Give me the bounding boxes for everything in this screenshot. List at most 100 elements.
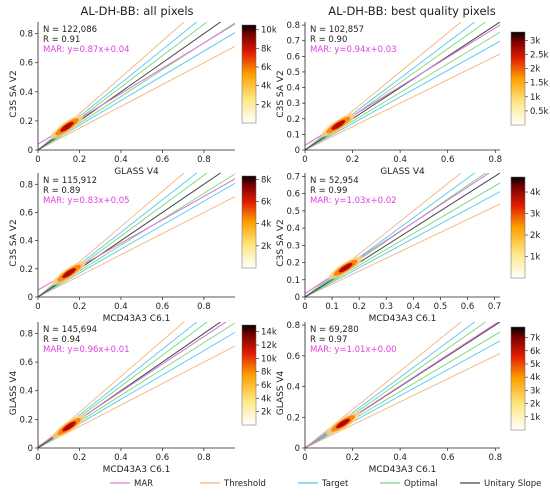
x-tick-label: 0.4: [407, 302, 421, 312]
y-tick-label: 0.2: [286, 413, 300, 423]
colorbar: [510, 31, 526, 126]
colorbar-tick-label: 8k: [261, 44, 271, 54]
density-cloud-core: [331, 120, 346, 130]
y-axis-label: C3S SA V2: [9, 70, 19, 117]
y-tick-label: 0.3: [286, 241, 300, 251]
colorbar-tick-label: 2k: [261, 408, 271, 418]
colorbar: [510, 176, 526, 279]
stat-mar: MAR: y=0.83x+0.05: [43, 196, 130, 206]
colorbar-tick-label: 4k: [530, 373, 540, 383]
panel-row1-left: 0 0.2 0.4 0.6 0.8 0 0.2 0.4 0.6 0.8 GLASS V4 C3S SA…: [9, 22, 277, 177]
y-tick-label: 0.8: [19, 180, 33, 190]
x-tick-label: 0.2: [352, 302, 366, 312]
threshold-upper-line: [305, 322, 462, 448]
colorbar-tick-label: 3k: [530, 386, 540, 396]
panel-row1-right: 0 0.2 0.4 0.6 0.8 0 0.1 0.2 0.3 0.4 0.5 0.6 0.7 0.8 GL…: [276, 21, 549, 177]
y-tick-label: 0.4: [19, 387, 33, 397]
y-tick-label: 0.4: [286, 84, 300, 94]
colorbar: [510, 326, 526, 431]
x-tick-label: 0.8: [197, 453, 211, 463]
colorbar-tick-label: 12k: [261, 341, 277, 351]
y-tick-label: 0.6: [19, 59, 33, 69]
panel-row2-right: 0 0.1 0.2 0.3 0.4 0.5 0.6 0.7 0 0.1 0.2 0.3 0.4 0.5 0.…: [276, 172, 540, 324]
y-tick-label: 0.2: [286, 259, 300, 269]
x-tick-label: 0.6: [441, 453, 455, 463]
threshold-lower-line: [38, 45, 235, 150]
colorbar-tick-label: 4k: [261, 82, 271, 92]
density-cloud-core: [336, 418, 350, 429]
stat-n: N = 102,857: [310, 25, 364, 35]
x-tick-label: 0.2: [346, 453, 360, 463]
colorbar: [241, 24, 257, 124]
colorbar-tick-label: 0.5k: [530, 107, 549, 117]
x-tick-label: 0.4: [114, 453, 128, 463]
x-tick-label: 0.3: [379, 302, 393, 312]
stat-mar: MAR: y=1.01x+0.00: [310, 345, 397, 355]
y-tick-label: 0.1: [286, 276, 300, 286]
y-tick-label: 0.6: [286, 52, 300, 62]
colorbar-tick-label: 5k: [530, 360, 540, 370]
colorbar-tick-label: 2k: [261, 100, 271, 110]
x-tick-label: 0.6: [156, 155, 170, 165]
y-axis-label: GLASS V4: [276, 370, 286, 415]
colorbar-tick-label: 1k: [530, 93, 540, 103]
y-tick-label: 0.7: [286, 37, 300, 47]
colorbar-tick-label: 2k: [530, 231, 540, 241]
x-axis-label: MCD43A3 C6.1: [103, 465, 171, 475]
x-axis-label: MCD43A3 C6.1: [103, 314, 171, 324]
y-tick-label: 0.4: [286, 383, 300, 393]
colorbar-tick-label: 6k: [261, 197, 271, 207]
y-axis-label: C3S SA V2: [276, 219, 286, 266]
y-tick-label: 0.4: [286, 224, 300, 234]
stat-mar: MAR: y=1.03x+0.02: [310, 196, 397, 206]
y-tick-label: 0.6: [286, 352, 300, 362]
column-title-left: AL-DH-BB: all pixels: [80, 4, 193, 18]
colorbar-tick-label: 3k: [530, 210, 540, 220]
x-tick-label: 0.8: [488, 453, 502, 463]
legend-label-unitary-slope: Unitary Slope: [484, 479, 541, 489]
colorbar-tick-label: 6k: [530, 347, 540, 357]
y-tick-label: 0.5: [286, 68, 300, 78]
colorbar-tick-label: 4k: [261, 220, 271, 230]
x-tick-label: 0.7: [488, 302, 502, 312]
x-tick-label: 0.2: [346, 155, 360, 165]
y-tick-label: 0.7: [286, 172, 300, 182]
x-tick-label: 0: [302, 453, 307, 463]
y-tick-label: 0.2: [19, 117, 33, 127]
y-tick-label: 0: [28, 146, 33, 156]
x-tick-label: 0: [35, 453, 40, 463]
stat-r: R = 0.97: [310, 335, 347, 345]
colorbar-tick-label: 10k: [261, 354, 277, 364]
colorbar-tick-label: 14k: [261, 328, 277, 338]
legend: MAR Threshold Target Optimal Unitary Slope: [110, 479, 541, 489]
stat-r: R = 0.99: [310, 186, 347, 196]
panel-row3-left: 0 0.2 0.4 0.6 0.8 0 0.2 0.4 0.6 0.8 MCD43A3 C6.1 GL…: [9, 322, 277, 475]
x-tick-label: 0.8: [488, 155, 502, 165]
threshold-lower-line: [38, 345, 235, 448]
target-lower-line: [305, 40, 500, 150]
colorbar-tick-label: 2k: [261, 242, 271, 252]
y-tick-label: 0: [28, 293, 33, 303]
colorbar-tick-label: 7k: [530, 334, 540, 344]
colorbar-tick-label: 4k: [530, 188, 540, 198]
target-lower-line: [305, 191, 500, 297]
colorbar-tick-label: 1k: [530, 413, 540, 423]
y-tick-label: 0.4: [19, 88, 33, 98]
y-tick-label: 0.1: [286, 130, 300, 140]
threshold-lower-line: [38, 196, 235, 297]
y-tick-label: 0.8: [286, 21, 300, 31]
colorbar-tick-label: 8k: [261, 368, 271, 378]
threshold-lower-line: [305, 53, 500, 150]
stat-mar: MAR: y=0.96x+0.01: [43, 345, 130, 355]
y-tick-label: 0.8: [19, 30, 33, 40]
x-tick-label: 0.6: [156, 453, 170, 463]
x-axis-label: MCD43A3 C6.1: [369, 314, 437, 324]
x-tick-label: 0: [302, 155, 307, 165]
colorbar-tick-label: 4k: [261, 394, 271, 404]
colorbar-tick-label: 2k: [530, 65, 540, 75]
y-axis-label: C3S SA V2: [9, 219, 19, 266]
y-tick-label: 0.8: [19, 329, 33, 339]
colorbar-tick-label: 1.5k: [530, 79, 549, 89]
x-tick-label: 0.2: [73, 302, 87, 312]
y-tick-label: 0.5: [286, 207, 300, 217]
